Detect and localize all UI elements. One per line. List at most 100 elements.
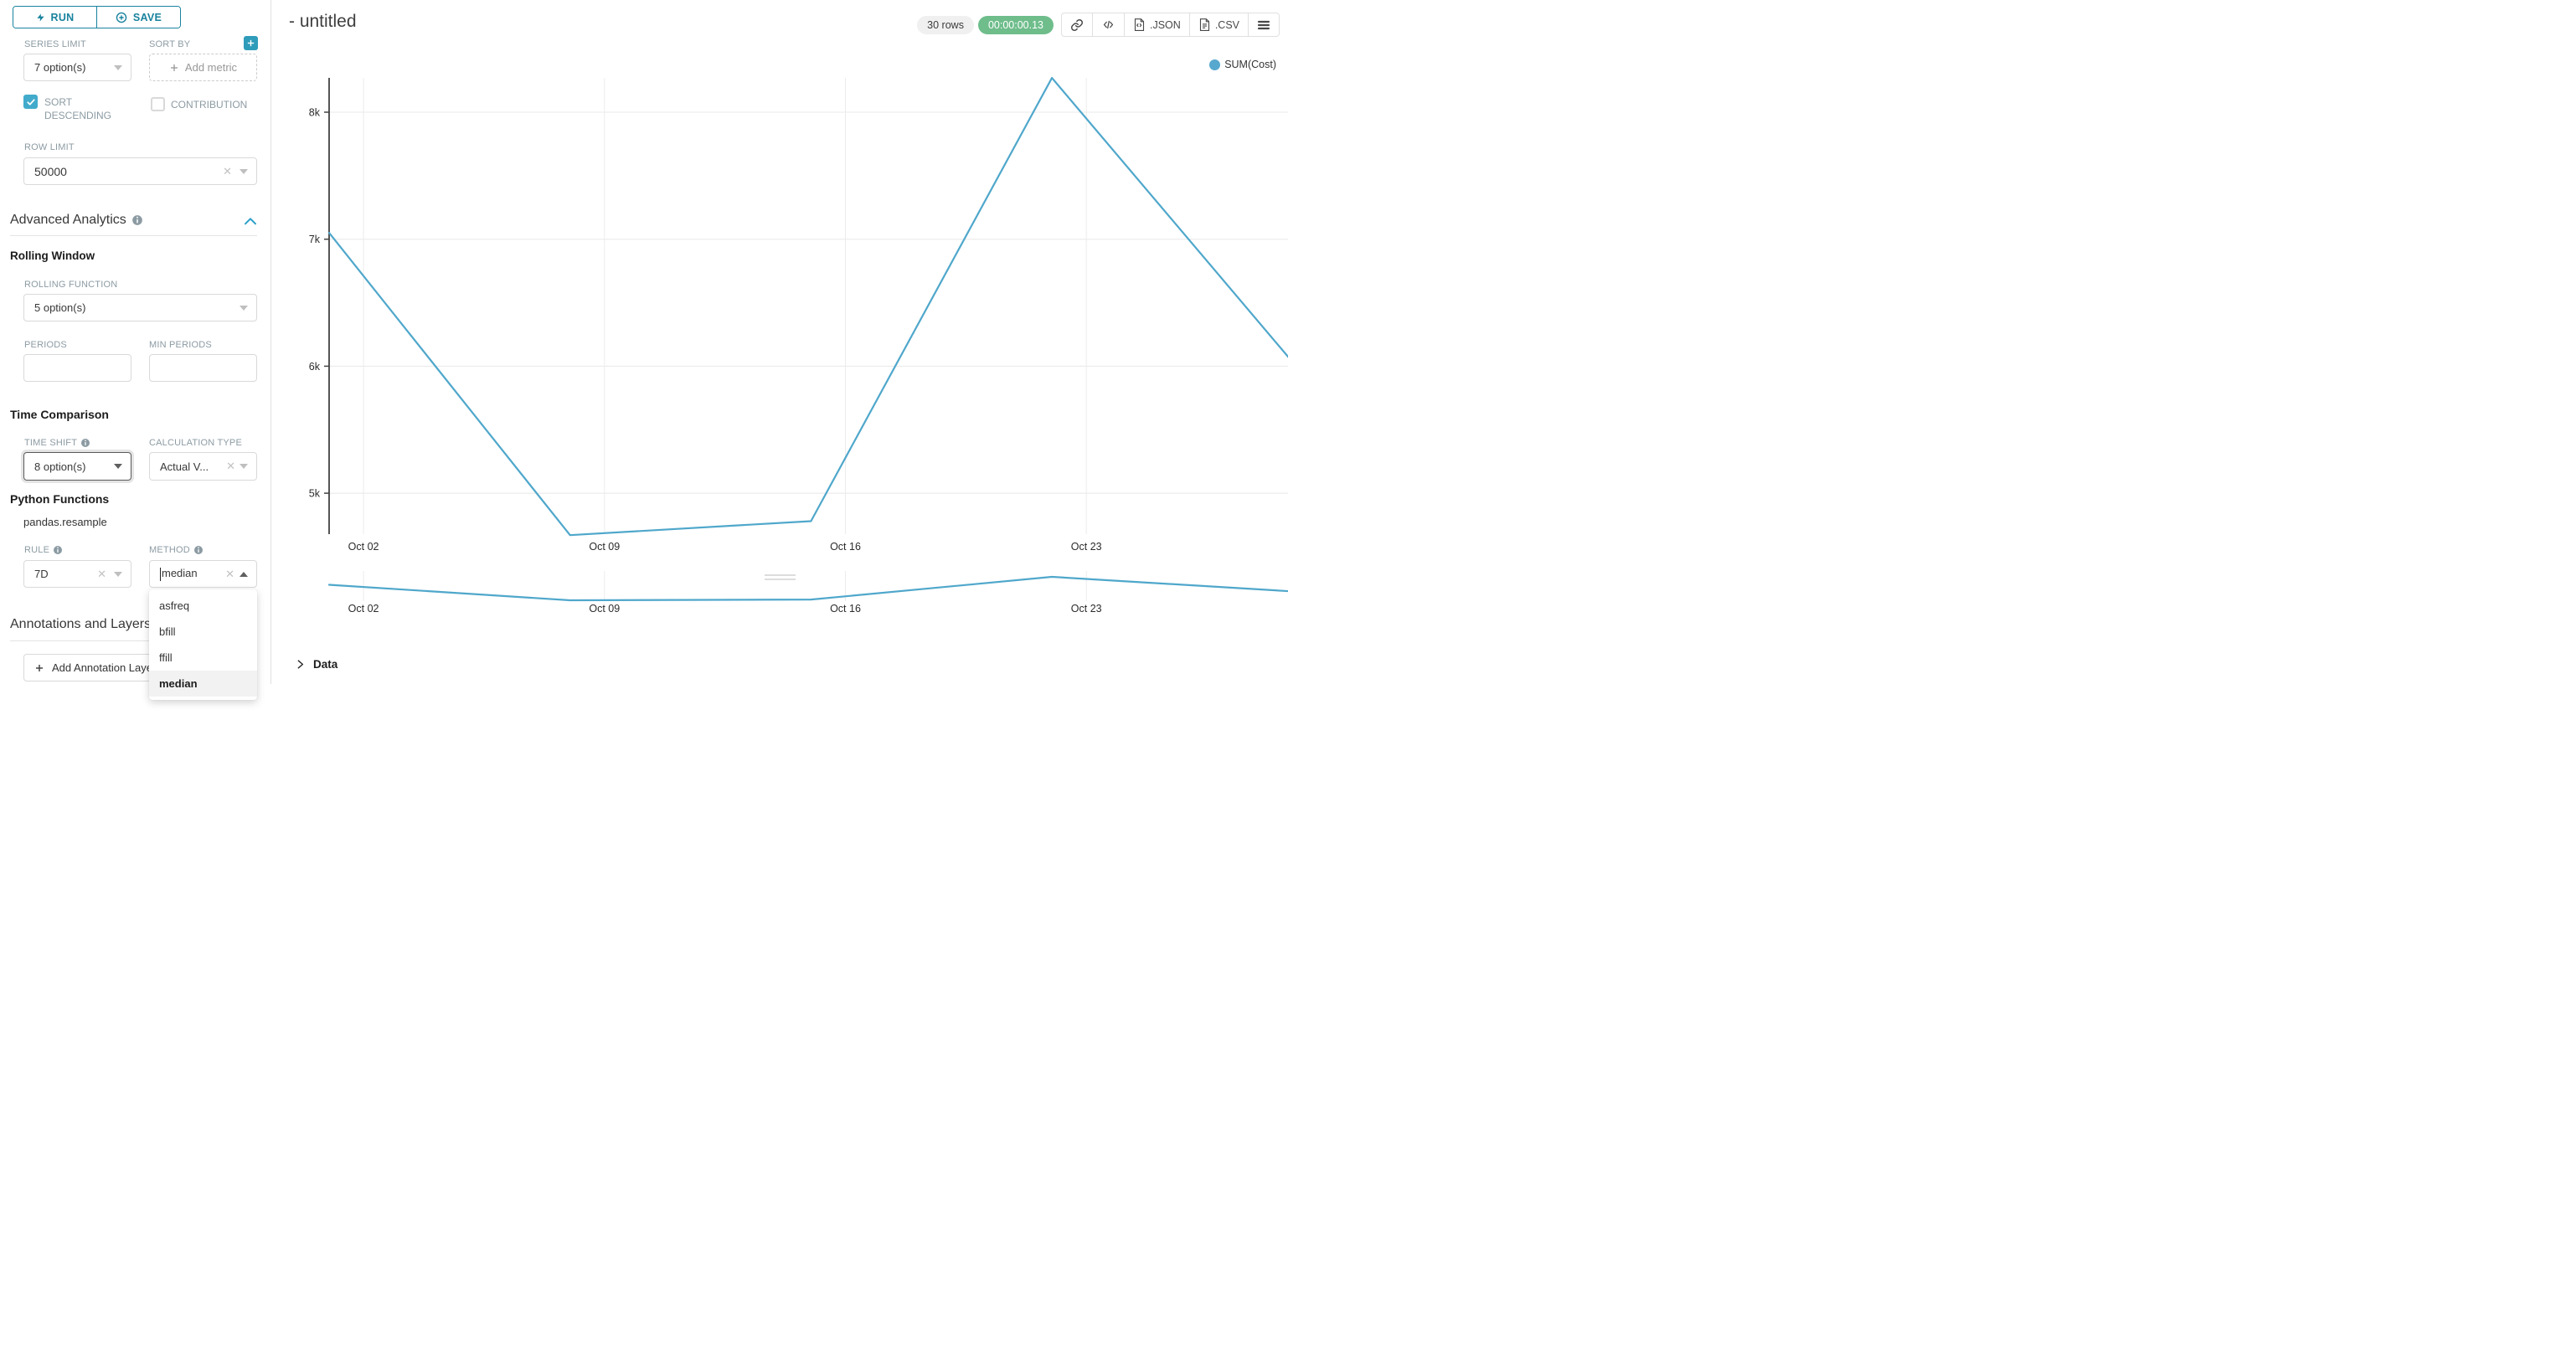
row-count-badge: 30 rows: [917, 15, 974, 34]
preview-x-axis-tick-label: Oct 16: [830, 603, 861, 615]
sort-descending-checkbox[interactable]: [23, 95, 38, 109]
clear-icon[interactable]: ✕: [226, 460, 235, 472]
y-axis-tick-label: 8k: [309, 107, 321, 119]
plus-icon: [247, 39, 255, 47]
min-periods-label: MIN PERIODS: [149, 340, 212, 350]
text-cursor: [160, 567, 161, 581]
info-icon: [193, 546, 203, 554]
rule-label-text: RULE: [24, 545, 50, 555]
time-comparison-title: Time Comparison: [10, 408, 109, 421]
plus-circle-icon: [116, 12, 127, 23]
export-csv-label: .CSV: [1214, 18, 1239, 31]
method-option-median[interactable]: median: [149, 671, 257, 697]
link-icon: [1070, 18, 1084, 31]
clear-icon[interactable]: ✕: [225, 567, 234, 580]
annotations-layers-title: Annotations and Layers: [10, 617, 152, 631]
calculation-type-value: Actual V...: [160, 460, 209, 473]
caret-down-icon: [114, 571, 122, 577]
sort-by-placeholder: Add metric: [184, 61, 238, 74]
header-actions: 30 rows 00:00:00.13 .JSON .CSV: [917, 13, 1280, 37]
rolling-function-value: 5 option(s): [34, 301, 86, 314]
time-shift-label-text: TIME SHIFT: [24, 438, 78, 448]
sort-by-add-metric[interactable]: Add metric: [149, 54, 257, 81]
info-icon: [131, 215, 142, 225]
chart-legend[interactable]: SUM(Cost): [1209, 59, 1276, 70]
periods-input[interactable]: [23, 354, 131, 382]
legend-series-label: SUM(Cost): [1224, 59, 1276, 70]
advanced-analytics-header[interactable]: Advanced Analytics: [10, 213, 143, 228]
run-button-label: RUN: [50, 11, 75, 23]
legend-series-dot: [1209, 59, 1221, 70]
preview-series-line: [327, 575, 1288, 602]
check-icon: [26, 98, 35, 105]
time-shift-select[interactable]: 8 option(s): [23, 452, 131, 481]
series-limit-value: 7 option(s): [34, 61, 86, 74]
sort-descending-label: SORT DESCENDING: [44, 96, 112, 121]
clear-icon[interactable]: ✕: [223, 164, 232, 177]
contribution-label: CONTRIBUTION: [171, 99, 248, 111]
rolling-function-label: ROLLING FUNCTION: [24, 280, 118, 290]
contribution-checkbox[interactable]: [151, 97, 165, 111]
menu-icon: [1257, 20, 1270, 29]
collapse-chevron-up-icon[interactable]: [244, 216, 257, 226]
y-axis-tick-label: 6k: [309, 361, 321, 373]
clear-icon[interactable]: ✕: [97, 567, 106, 580]
embed-code-button[interactable]: [1092, 13, 1124, 36]
periods-label: PERIODS: [24, 340, 67, 350]
caret-down-icon: [240, 168, 248, 174]
export-json-button[interactable]: .JSON: [1124, 13, 1189, 36]
query-timer-badge: 00:00:00.13: [977, 15, 1054, 34]
sort-by-label: SORT BY: [149, 39, 191, 49]
row-limit-label: ROW LIMIT: [24, 142, 75, 152]
data-panel-title: Data: [313, 658, 338, 671]
method-option-bfill[interactable]: bfill: [159, 625, 176, 638]
series-line: [327, 76, 1288, 537]
chart-menu-button[interactable]: [1248, 13, 1279, 36]
section-divider: [10, 640, 257, 641]
plus-icon: [170, 64, 178, 71]
line-chart[interactable]: 8k 7k 6k 5k Oct 02 Oct 02 Oct 09 Oct 09 Oct 16 Oc…: [271, 50, 1288, 645]
rule-select[interactable]: 7D ✕: [23, 560, 131, 588]
info-icon: [54, 546, 63, 554]
add-metric-plus-button[interactable]: [244, 36, 258, 50]
chart-title[interactable]: - untitled: [289, 12, 357, 31]
run-button[interactable]: RUN: [13, 7, 96, 28]
rolling-function-select[interactable]: 5 option(s): [23, 294, 257, 321]
calculation-type-select[interactable]: Actual V... ✕: [149, 452, 257, 481]
lightning-bolt-icon: [36, 13, 44, 22]
export-csv-button[interactable]: .CSV: [1188, 13, 1248, 36]
method-label-text: METHOD: [149, 545, 190, 555]
x-axis-tick-label: Oct 16: [830, 541, 861, 553]
min-periods-input[interactable]: [149, 354, 257, 382]
info-icon: [81, 439, 90, 447]
method-label: METHOD: [149, 545, 204, 555]
method-input-value: median: [160, 567, 224, 581]
row-limit-select[interactable]: 50000 ✕: [23, 157, 257, 185]
chevron-right-icon: [297, 660, 304, 669]
caret-up-icon: [240, 571, 248, 577]
x-axis-tick-label: Oct 02: [348, 541, 379, 553]
method-dropdown: asfreq bfill ffill median: [149, 589, 257, 700]
method-combobox[interactable]: median ✕: [149, 560, 257, 588]
export-json-label: .JSON: [1150, 18, 1181, 31]
x-axis-tick-label: Oct 09: [589, 541, 620, 553]
python-function-name: pandas.resample: [23, 516, 107, 528]
y-axis-tick-label: 5k: [309, 488, 321, 500]
save-button[interactable]: SAVE: [96, 7, 180, 28]
file-json-icon: [1134, 18, 1145, 31]
preview-x-axis-tick-label: Oct 02: [348, 603, 379, 615]
plus-icon: [36, 664, 43, 671]
series-limit-select[interactable]: 7 option(s): [23, 54, 131, 81]
file-csv-icon: [1199, 18, 1209, 31]
data-panel-toggle[interactable]: Data: [296, 658, 337, 671]
series-limit-label: SERIES LIMIT: [24, 39, 86, 49]
rolling-window-title: Rolling Window: [10, 249, 95, 262]
rule-label: RULE: [24, 545, 63, 555]
preview-x-axis-tick-label: Oct 09: [589, 603, 620, 615]
method-option-ffill[interactable]: ffill: [159, 651, 173, 664]
copy-link-button[interactable]: [1062, 13, 1092, 36]
method-option-asfreq[interactable]: asfreq: [159, 599, 190, 612]
code-icon: [1103, 20, 1114, 29]
time-shift-value: 8 option(s): [34, 460, 86, 473]
resize-drag-handle[interactable]: [765, 574, 796, 583]
